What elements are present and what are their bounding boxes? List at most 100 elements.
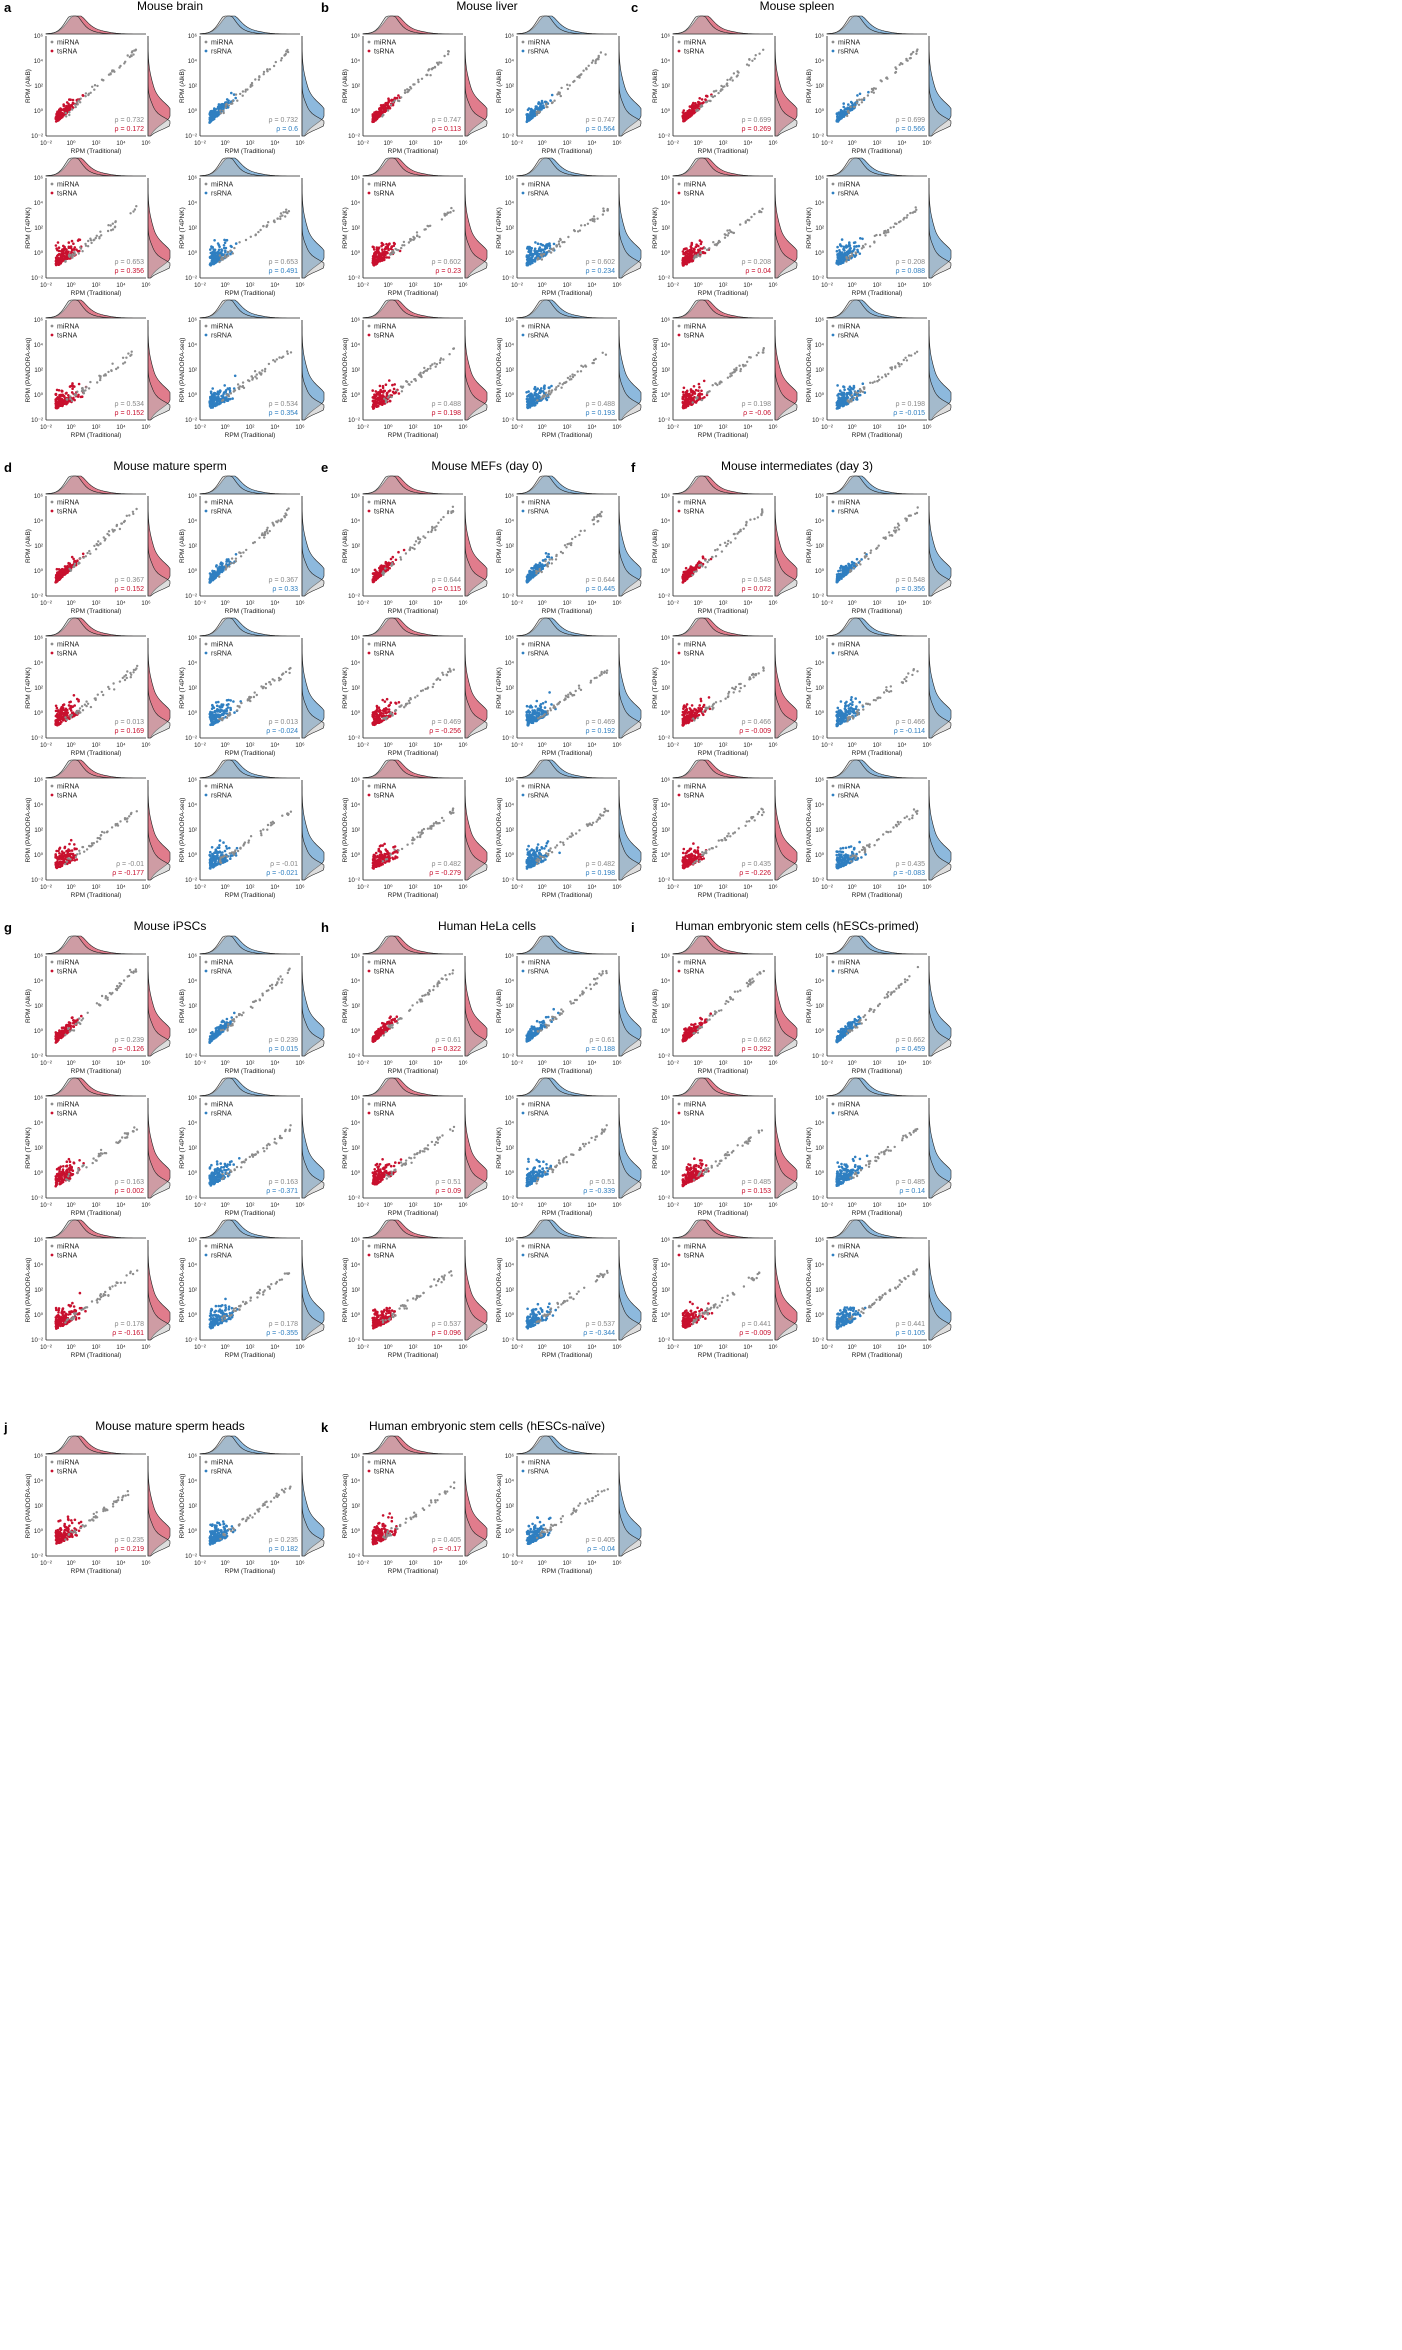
mirna-point (439, 357, 443, 360)
mirna-point (553, 99, 556, 102)
mirna-point (219, 109, 222, 112)
y-axis-label: RPM (AlkB) (342, 69, 349, 103)
tsrna-point (63, 565, 67, 568)
mirna-point (720, 381, 723, 384)
y-tick-label: 10⁶ (815, 175, 825, 182)
mirna-point (710, 94, 713, 98)
mirna-point (569, 375, 572, 378)
y-tick-label: 10⁰ (34, 108, 44, 115)
mirna-point (132, 53, 135, 56)
mirna-point (287, 210, 291, 213)
mirna-point (218, 254, 222, 257)
mirna-point (699, 251, 702, 254)
mirna-point (250, 81, 254, 85)
legend-other-label: tsRNA (57, 793, 78, 800)
tsrna-point (693, 248, 696, 251)
y-tick-label: 10² (661, 84, 670, 90)
rsrna-point (543, 384, 546, 388)
rsrna-point (842, 105, 845, 109)
mirna-point (845, 256, 848, 259)
rsrna-point (538, 391, 542, 395)
y-tick-label: 10⁰ (188, 568, 198, 575)
mirna-point (258, 75, 261, 78)
rsrna-point (232, 93, 236, 96)
rsrna-point (525, 261, 529, 265)
legend-mirna-marker (204, 324, 208, 328)
mirna-point (699, 105, 702, 109)
mirna-point (286, 352, 289, 355)
tsrna-point (62, 703, 66, 706)
mirna-point (273, 219, 276, 222)
mirna-point (568, 378, 571, 381)
rsrna-point (229, 854, 232, 858)
rsrna-point (216, 714, 220, 717)
x-tick-label: 10⁰ (847, 424, 857, 431)
mirna-point (873, 234, 876, 238)
legend-other-marker (831, 191, 835, 195)
rsrna-point (836, 402, 839, 406)
mirna-point (111, 228, 115, 231)
mirna-point (111, 222, 115, 225)
mirna-point (535, 111, 538, 114)
y-tick-label: 10² (351, 84, 360, 90)
mirna-point (79, 246, 82, 249)
rsrna-point (229, 244, 233, 248)
mirna-point (75, 101, 79, 104)
mirna-point (234, 560, 238, 563)
mirna-point (422, 371, 425, 375)
rsrna-point (228, 846, 231, 850)
mirna-point (264, 682, 268, 686)
tsrna-point (384, 251, 387, 254)
x-tick-label: 10⁴ (587, 282, 597, 289)
mirna-point (80, 705, 84, 708)
mirna-point (725, 83, 728, 86)
mirna-point (124, 60, 127, 63)
x-tick-label: 10⁶ (922, 140, 932, 147)
tsrna-point (379, 255, 383, 259)
mirna-point (448, 353, 451, 356)
rsrna-point (839, 108, 843, 112)
mirna-point (546, 105, 549, 109)
legend-mirna-label: miRNA (528, 324, 550, 331)
mirna-point (233, 246, 236, 250)
top-density-mirna (45, 15, 146, 35)
rsrna-point (222, 391, 226, 394)
mirna-point (592, 361, 595, 365)
side-density-mirna (147, 178, 171, 279)
mirna-point (869, 381, 872, 384)
y-tick-label: 10⁴ (188, 518, 198, 525)
legend-mirna-label: miRNA (211, 642, 233, 649)
mirna-point (67, 857, 70, 860)
mirna-point (134, 49, 137, 52)
rsrna-point (216, 398, 220, 401)
mirna-point (757, 351, 760, 354)
mirna-point (87, 844, 91, 848)
mirna-point (278, 356, 281, 359)
mirna-point (218, 718, 221, 721)
legend-other-marker (204, 191, 208, 195)
tsrna-point (60, 575, 63, 578)
tsrna-point (79, 395, 83, 399)
tsrna-point (387, 247, 390, 251)
mirna-point (99, 376, 102, 380)
x-tick-label: 10⁶ (612, 282, 622, 289)
rsrna-point (209, 255, 212, 258)
tsrna-point (380, 241, 384, 245)
x-tick-label: 10⁴ (116, 140, 126, 147)
y-tick-label: 10⁰ (188, 392, 198, 399)
x-tick-label: 10⁰ (383, 424, 393, 431)
rsrna-point (211, 387, 214, 390)
mirna-point (419, 371, 422, 374)
tsrna-point (67, 848, 70, 851)
mirna-point (228, 711, 231, 714)
y-tick-label: 10⁰ (351, 108, 361, 115)
tsrna-point (694, 102, 697, 105)
mirna-point (87, 387, 91, 390)
x-tick-label: 10⁴ (270, 424, 280, 431)
tsrna-point (373, 112, 377, 116)
rsrna-point (229, 252, 232, 256)
mirna-point (412, 235, 415, 239)
tsrna-point (699, 242, 703, 246)
